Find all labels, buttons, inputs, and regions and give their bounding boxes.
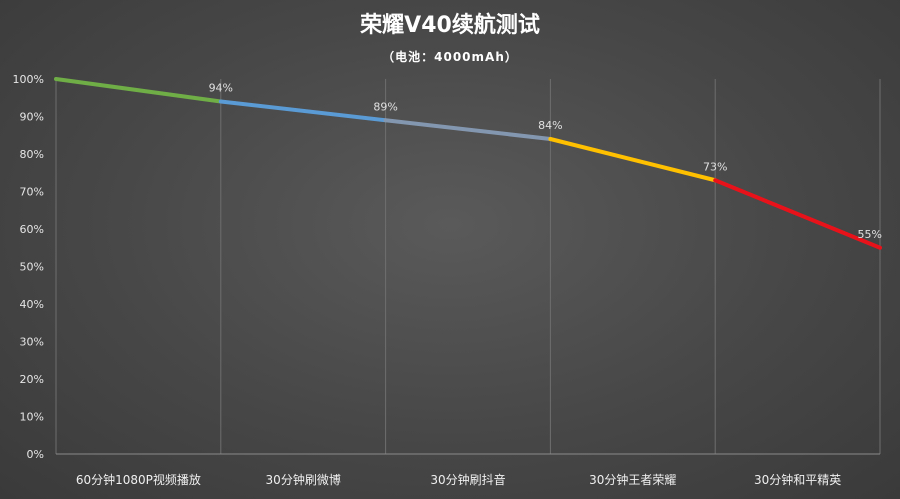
- chart-title: 荣耀V40续航测试: [359, 12, 540, 38]
- y-tick-label: 50%: [20, 261, 44, 274]
- line-segment: [548, 137, 718, 183]
- y-tick-label: 90%: [20, 111, 44, 124]
- grid: [55, 79, 881, 455]
- data-label: 94%: [209, 82, 233, 95]
- x-tick-label: 30分钟王者荣耀: [589, 472, 676, 487]
- data-label: 73%: [703, 160, 727, 173]
- y-tick-label: 20%: [20, 373, 44, 386]
- y-tick-label: 80%: [20, 148, 44, 161]
- data-label: 84%: [538, 119, 562, 132]
- x-tick-label: 30分钟刷微博: [266, 472, 341, 487]
- x-tick-label: 30分钟刷抖音: [430, 472, 505, 487]
- series-line: [54, 77, 882, 250]
- y-tick-label: 60%: [20, 223, 44, 236]
- y-tick-label: 40%: [20, 298, 44, 311]
- y-tick-label: 30%: [20, 336, 44, 349]
- x-tick-label: 60分钟1080P视频播放: [76, 472, 201, 487]
- y-tick-label: 0%: [27, 448, 44, 461]
- y-tick-label: 10%: [20, 411, 44, 424]
- y-tick-label: 70%: [20, 186, 44, 199]
- data-label: 55%: [858, 228, 882, 241]
- data-label: 89%: [373, 100, 397, 113]
- line-segment: [713, 178, 882, 250]
- x-axis: 60分钟1080P视频播放 30分钟刷微博 30分钟刷抖音 30分钟王者荣耀 30分钟和…: [76, 472, 841, 487]
- y-axis: 0% 10% 20% 30% 40% 50% 60% 70% 80% 90% 100%: [13, 73, 44, 461]
- chart-subtitle: （电池：4000mAh）: [382, 49, 518, 64]
- x-tick-label: 30分钟和平精英: [754, 472, 841, 487]
- data-labels: 94% 89% 84% 73% 55%: [209, 82, 882, 241]
- y-tick-label: 100%: [13, 73, 44, 86]
- line-segment: [218, 99, 388, 123]
- line-segment: [54, 77, 223, 104]
- line-segment: [383, 118, 553, 141]
